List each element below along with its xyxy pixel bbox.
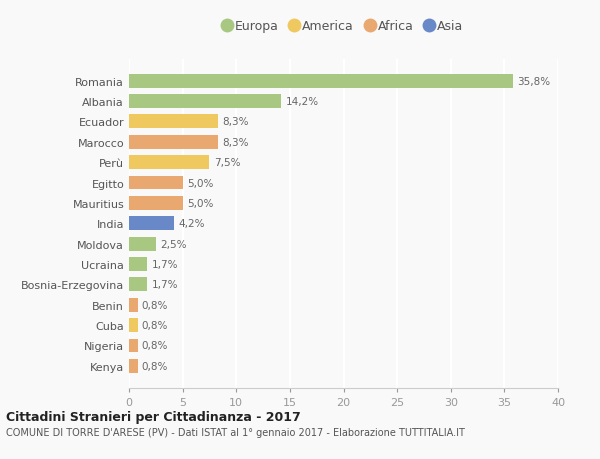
Bar	[129, 115, 218, 129]
Bar	[129, 156, 209, 170]
Text: 5,0%: 5,0%	[187, 198, 213, 208]
Text: 8,3%: 8,3%	[223, 138, 249, 147]
Bar	[129, 74, 513, 89]
Text: COMUNE DI TORRE D'ARESE (PV) - Dati ISTAT al 1° gennaio 2017 - Elaborazione TUTT: COMUNE DI TORRE D'ARESE (PV) - Dati ISTA…	[6, 427, 465, 437]
Text: 0,8%: 0,8%	[142, 300, 168, 310]
Bar	[129, 95, 281, 109]
Text: 4,2%: 4,2%	[178, 219, 205, 229]
Bar	[129, 319, 137, 332]
Bar	[129, 135, 218, 149]
Text: 5,0%: 5,0%	[187, 178, 213, 188]
Text: 1,7%: 1,7%	[152, 259, 178, 269]
Legend: Europa, America, Africa, Asia: Europa, America, Africa, Asia	[223, 20, 464, 33]
Text: Cittadini Stranieri per Cittadinanza - 2017: Cittadini Stranieri per Cittadinanza - 2…	[6, 410, 301, 423]
Text: 1,7%: 1,7%	[152, 280, 178, 290]
Text: 2,5%: 2,5%	[160, 239, 187, 249]
Bar	[129, 359, 137, 373]
Bar	[129, 257, 147, 271]
Text: 8,3%: 8,3%	[223, 117, 249, 127]
Text: 14,2%: 14,2%	[286, 97, 319, 107]
Bar	[129, 176, 182, 190]
Text: 35,8%: 35,8%	[517, 77, 550, 86]
Bar	[129, 196, 182, 210]
Bar	[129, 339, 137, 353]
Bar	[129, 237, 156, 251]
Bar	[129, 278, 147, 291]
Text: 0,8%: 0,8%	[142, 320, 168, 330]
Bar	[129, 217, 174, 231]
Text: 0,8%: 0,8%	[142, 341, 168, 351]
Text: 0,8%: 0,8%	[142, 361, 168, 371]
Bar	[129, 298, 137, 312]
Text: 7,5%: 7,5%	[214, 158, 240, 168]
